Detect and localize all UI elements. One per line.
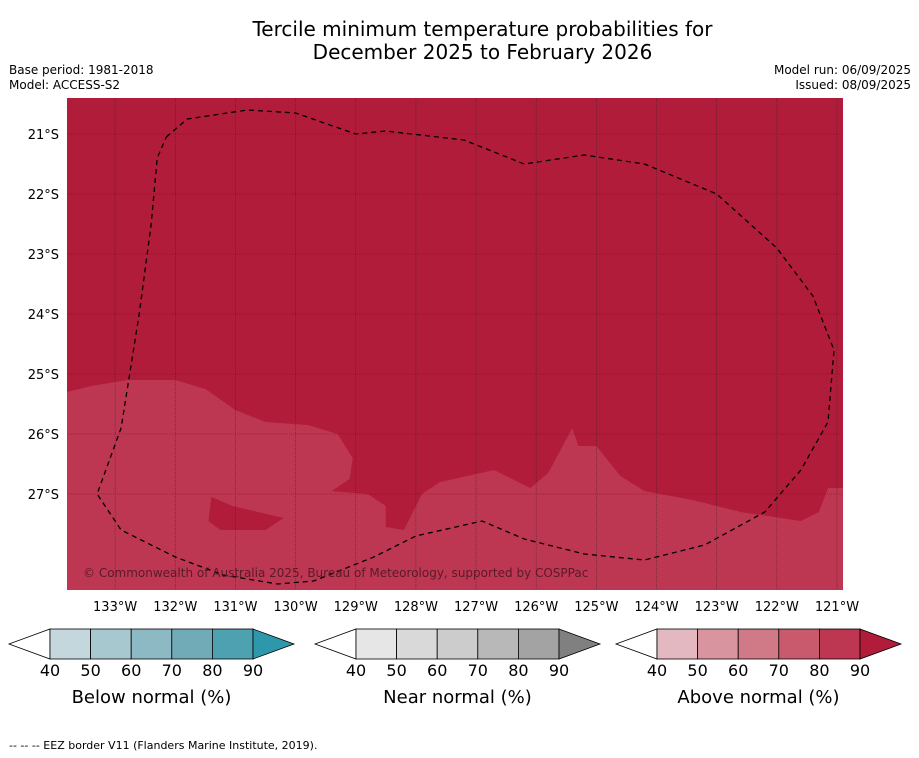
legend-0-swatch-4 xyxy=(211,628,254,660)
legend-2-high-arrow xyxy=(859,628,903,660)
legend-2-tick-1: 50 xyxy=(687,661,707,680)
title-line-1: Tercile minimum temperature probabilitie… xyxy=(252,17,713,41)
legend-2-label: Above normal (%) xyxy=(677,687,839,708)
base-period: Base period: 1981-2018 xyxy=(9,63,154,77)
legend-1-tick-3: 70 xyxy=(468,661,488,680)
legend-2-tick-2: 60 xyxy=(728,661,748,680)
issued-date: Issued: 08/09/2025 xyxy=(795,78,911,92)
copyright-note: © Commonwealth of Australia 2025, Bureau… xyxy=(83,566,588,580)
x-tick-label-5: 128°W xyxy=(394,600,438,615)
legend-2-swatch-3 xyxy=(778,628,820,660)
y-tick-label-1: 22°S xyxy=(28,188,59,203)
x-tick-label-8: 125°W xyxy=(574,600,618,615)
y-tick-label-2: 23°S xyxy=(28,248,59,263)
x-tick-label-11: 122°W xyxy=(755,600,799,615)
x-tick-label-7: 126°W xyxy=(514,600,558,615)
legend-1-low-arrow xyxy=(313,628,357,660)
legend-1-tick-1: 50 xyxy=(386,661,406,680)
eez-border xyxy=(96,109,835,585)
prob-field-2 xyxy=(208,497,284,530)
chart-title: Tercile minimum temperature probabilitie… xyxy=(0,18,919,64)
title-line-2: December 2025 to February 2026 xyxy=(312,40,653,64)
model-name: Model: ACCESS-S2 xyxy=(9,78,121,92)
x-tick-label-4: 129°W xyxy=(334,600,378,615)
x-tick-label-6: 127°W xyxy=(454,600,498,615)
legend-1-swatch-1 xyxy=(396,628,438,660)
legend-2-swatch-0 xyxy=(656,628,698,660)
meta-left: Base period: 1981-2018 Model: ACCESS-S2 xyxy=(9,63,154,93)
model-run: Model run: 06/09/2025 xyxy=(773,63,911,77)
eez-footnote: -- -- -- EEZ border V11 (Flanders Marine… xyxy=(9,739,318,752)
legend-0-high-arrow xyxy=(252,628,296,660)
legend-0-tick-0: 40 xyxy=(40,661,60,680)
legend-1-swatch-4 xyxy=(518,628,560,660)
legend-2-tick-0: 40 xyxy=(647,661,667,680)
legend-0-tick-5: 90 xyxy=(243,661,263,680)
legend-0-tick-2: 60 xyxy=(121,661,141,680)
x-tick-label-0: 133°W xyxy=(93,600,137,615)
legend-2-swatch-1 xyxy=(697,628,739,660)
legend-2-swatch-4 xyxy=(819,628,861,660)
prob-field-1 xyxy=(67,380,843,590)
legend-0-swatch-2 xyxy=(130,628,173,660)
legend-0-swatch-1 xyxy=(90,628,132,660)
x-tick-label-2: 131°W xyxy=(213,600,257,615)
legend-0-swatch-3 xyxy=(171,628,213,660)
legend-0-swatch-0 xyxy=(49,628,91,660)
legend-2-low-arrow xyxy=(614,628,658,660)
x-tick-label-10: 123°W xyxy=(695,600,739,615)
legend-1-swatch-3 xyxy=(477,628,519,660)
y-tick-label-3: 24°S xyxy=(28,308,59,323)
legend-1-high-arrow xyxy=(558,628,602,660)
legend-2-swatch-2 xyxy=(737,628,780,660)
y-tick-label-4: 25°S xyxy=(28,368,59,383)
legend-1-tick-0: 40 xyxy=(346,661,366,680)
legend-2-tick-4: 80 xyxy=(809,661,829,680)
legend-1-tick-2: 60 xyxy=(427,661,447,680)
legend-0-tick-3: 70 xyxy=(162,661,182,680)
legend-1-swatch-0 xyxy=(355,628,397,660)
legend-0-tick-1: 50 xyxy=(80,661,100,680)
x-tick-label-9: 124°W xyxy=(634,600,678,615)
legend-0-tick-4: 80 xyxy=(202,661,222,680)
x-tick-label-12: 121°W xyxy=(815,600,859,615)
x-tick-label-3: 130°W xyxy=(274,600,318,615)
y-tick-label-6: 27°S xyxy=(28,488,59,503)
legend-2-tick-3: 70 xyxy=(769,661,789,680)
legend-1-tick-4: 80 xyxy=(508,661,528,680)
legend-0-low-arrow xyxy=(7,628,51,660)
y-tick-label-5: 26°S xyxy=(28,428,59,443)
legend-0-label: Below normal (%) xyxy=(72,687,232,708)
plot-area: © Commonwealth of Australia 2025, Bureau… xyxy=(67,98,843,590)
x-tick-label-1: 132°W xyxy=(153,600,197,615)
y-tick-label-0: 21°S xyxy=(28,128,59,143)
legend-1-swatch-2 xyxy=(436,628,479,660)
meta-right: Model run: 06/09/2025 Issued: 08/09/2025 xyxy=(774,63,911,93)
legend-2-tick-5: 90 xyxy=(850,661,870,680)
legend-1-tick-5: 90 xyxy=(549,661,569,680)
legend-1-label: Near normal (%) xyxy=(383,687,532,708)
